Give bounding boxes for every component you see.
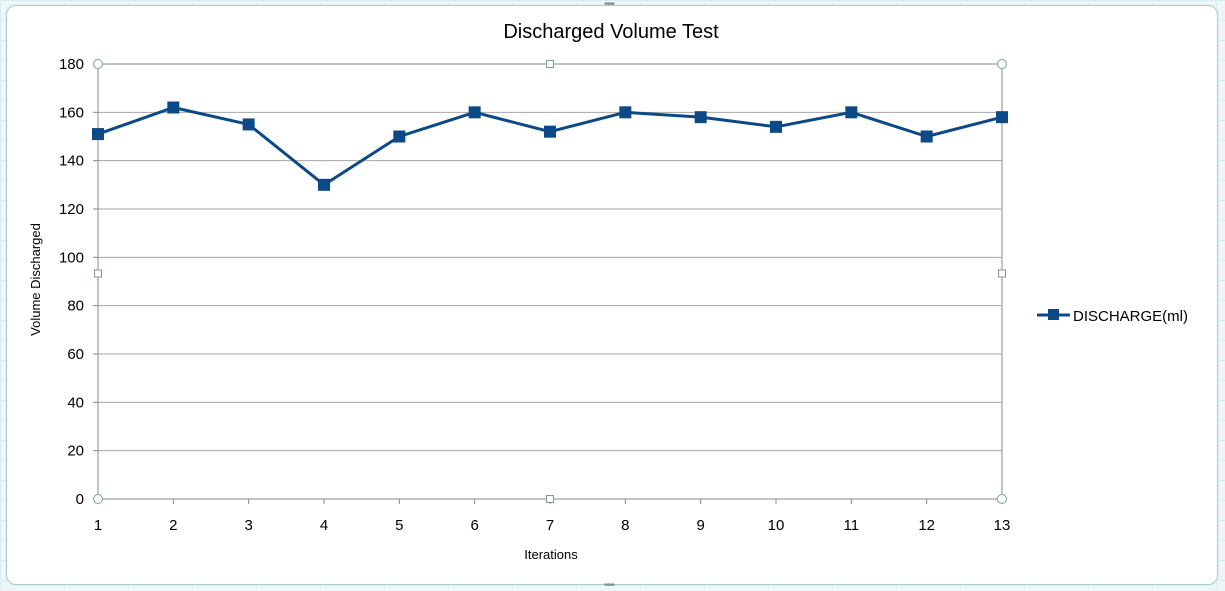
data-point-8[interactable]	[619, 106, 632, 119]
y-tick-label-100: 100	[59, 249, 84, 266]
chart-title[interactable]: Discharged Volume Test	[503, 21, 719, 43]
chart-resize-handle-bottom[interactable]: ••••	[604, 580, 615, 591]
series-line-0[interactable]	[97, 106, 1003, 187]
edge-handle-2[interactable]	[94, 269, 102, 278]
x-axis-ticks: 1 2 3 4 5 6 7 8 9 10 11 12 13	[94, 499, 1011, 534]
y-tick-label-160: 160	[59, 104, 84, 121]
edge-handle-0[interactable]	[546, 60, 554, 68]
data-point-6[interactable]	[468, 106, 481, 119]
edge-handle-1[interactable]	[546, 495, 554, 503]
edge-handle-3[interactable]	[998, 269, 1006, 278]
legend-square-marker	[1048, 309, 1059, 320]
x-tick-label-9: 9	[696, 517, 704, 534]
corner-handle-0[interactable]	[93, 59, 103, 69]
y-tick-label-140: 140	[59, 153, 84, 170]
data-point-9[interactable]	[694, 111, 707, 124]
data-point-3[interactable]	[242, 118, 255, 131]
y-tick-label-20: 20	[67, 443, 84, 460]
chart-resize-handle-top[interactable]: ••••	[604, 0, 615, 10]
data-point-5[interactable]	[393, 130, 406, 143]
data-point-10[interactable]	[770, 120, 782, 133]
corner-handle-3[interactable]	[997, 494, 1007, 504]
x-tick-label-12: 12	[918, 517, 935, 534]
data-point-13[interactable]	[996, 111, 1008, 124]
x-tick-label-5: 5	[395, 517, 403, 534]
x-tick-label-6: 6	[470, 517, 478, 534]
data-point-4[interactable]	[318, 178, 330, 191]
x-tick-label-13: 13	[994, 517, 1011, 534]
y-axis-ticks: 0 20 40 60 80 100 120 140 160 180	[59, 56, 98, 508]
y-tick-label-40: 40	[67, 394, 84, 411]
legend[interactable]: DISCHARGE(ml)	[1037, 308, 1188, 325]
legend-entry-discharge: DISCHARGE(ml)	[1073, 308, 1188, 325]
y-tick-label-80: 80	[67, 298, 84, 315]
corner-handle-1[interactable]	[997, 59, 1007, 69]
data-point-12[interactable]	[920, 130, 933, 143]
x-tick-label-2: 2	[169, 517, 177, 534]
y-tick-label-180: 180	[59, 56, 84, 73]
data-point-2[interactable]	[167, 101, 180, 114]
y-tick-label-120: 120	[59, 201, 84, 218]
y-tick-label-0: 0	[76, 491, 84, 508]
x-tick-label-11: 11	[844, 517, 860, 534]
data-point-11[interactable]	[845, 106, 858, 119]
x-tick-label-7: 7	[546, 517, 554, 534]
x-tick-label-3: 3	[244, 517, 252, 534]
chart-area[interactable]	[6, 5, 1218, 585]
y-axis-label[interactable]: Volume Discharged	[28, 223, 43, 336]
x-tick-label-10: 10	[768, 517, 785, 534]
x-tick-label-1: 1	[94, 517, 102, 534]
series-group	[92, 101, 1008, 191]
data-point-1[interactable]	[92, 128, 104, 141]
x-tick-label-8: 8	[621, 517, 629, 534]
x-tick-label-4: 4	[320, 517, 328, 534]
data-point-7[interactable]	[544, 125, 556, 138]
x-axis-label[interactable]: Iterations	[524, 547, 578, 562]
plot-selection-handles	[93, 59, 1007, 504]
corner-handle-2[interactable]	[93, 494, 103, 504]
y-tick-label-60: 60	[67, 346, 84, 363]
